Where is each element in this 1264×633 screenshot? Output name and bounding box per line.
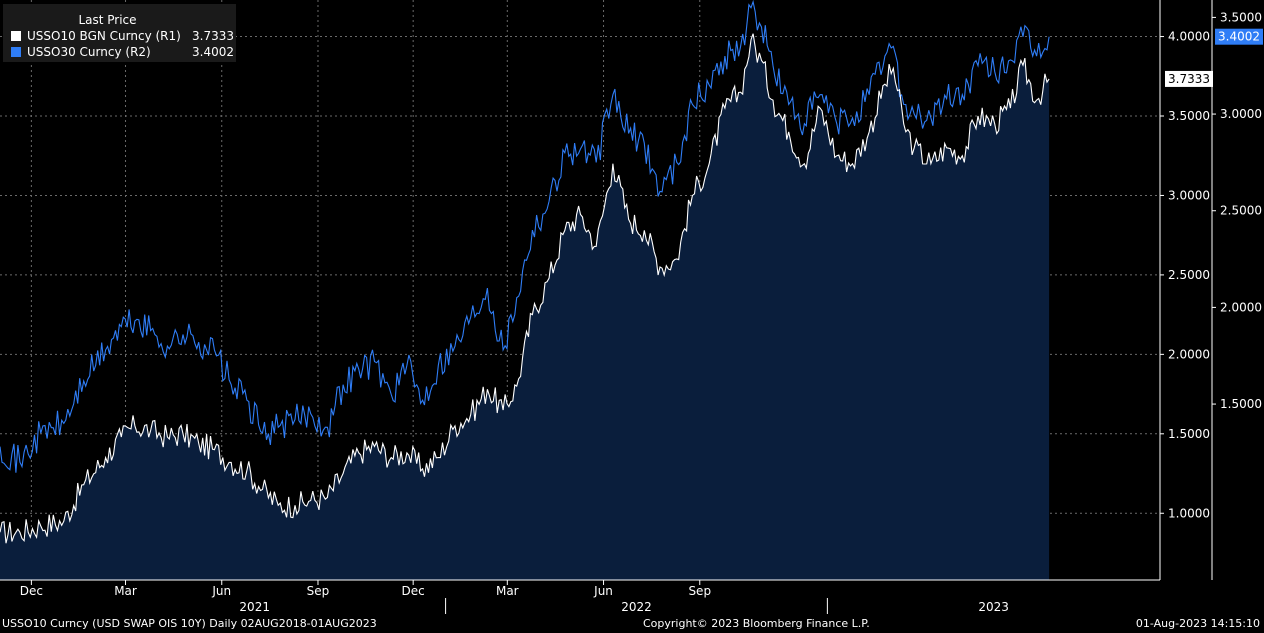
year-label-2021: 2021 <box>239 600 270 614</box>
r1-tick-label-1: 1.5000 <box>1168 427 1210 441</box>
legend: Last Price USSO10 BGN Curncy (R1) 3.7333… <box>3 4 236 62</box>
last-value-label-r2: 3.4002 <box>1218 30 1260 44</box>
right-axis-r1: 1.0000 1.5000 2.0000 2.5000 3.0000 3.5000 4.00… <box>1160 30 1210 520</box>
legend-value-usso30: 3.4002 <box>192 45 234 59</box>
x-axis-labels: MarJunSepDecMarJunSepDecMarJunSep2021202… <box>20 580 1009 614</box>
legend-swatch-usso30 <box>11 47 21 57</box>
year-label-2023: 2023 <box>978 600 1009 614</box>
legend-row-usso10: USSO10 BGN Curncy (R1) 3.7333 <box>3 28 236 44</box>
x-tick-label-3: Dec <box>20 584 43 598</box>
r2-tick-label-2: 2.5000 <box>1220 204 1262 218</box>
series-line-usso10 <box>0 33 1050 544</box>
series-line-usso30 <box>0 0 1050 473</box>
footer-timestamp: 01-Aug-2023 14:15:10 <box>1135 617 1260 630</box>
legend-axis-tag-usso10: (R1) <box>155 29 181 43</box>
legend-value-usso10: 3.7333 <box>192 29 234 43</box>
r2-tick-label-3: 3.0000 <box>1220 107 1262 121</box>
x-tick-label-6: Sep <box>307 584 330 598</box>
last-value-bg-r1 <box>1165 70 1213 87</box>
x-tick-label-10: Sep <box>688 584 711 598</box>
r2-tick-label-0: 1.5000 <box>1220 397 1262 411</box>
area-fill-usso10 <box>0 33 1050 580</box>
footer-copyright: Copyright© 2023 Bloomberg Finance L.P. <box>643 617 870 630</box>
legend-axis-tag-usso30: (R2) <box>125 45 151 59</box>
r1-tick-label-2: 2.0000 <box>1168 347 1210 361</box>
footer-security-description: USSO10 Curncy (USD SWAP OIS 10Y) Daily 0… <box>2 617 377 630</box>
r1-tick-label-4: 3.0000 <box>1168 188 1210 202</box>
right-axis-r2: 1.5000 2.0000 2.5000 3.0000 3.5000 <box>1212 10 1262 411</box>
year-label-2022: 2022 <box>621 600 652 614</box>
r1-tick-label-0: 1.0000 <box>1168 506 1210 520</box>
r1-tick-label-3: 2.5000 <box>1168 268 1210 282</box>
last-value-bg-r2 <box>1215 28 1263 45</box>
x-tick-label-9: Jun <box>593 584 613 598</box>
x-tick-label-7: Dec <box>402 584 425 598</box>
x-tick-label-8: Mar <box>496 584 519 598</box>
last-value-label-r1: 3.7333 <box>1168 72 1210 86</box>
legend-row-usso30: USSO30 Curncy (R2) 3.4002 <box>3 44 236 60</box>
r1-tick-label-6: 4.0000 <box>1168 30 1210 44</box>
last-value-labels: 3.7333 3.4002 <box>1165 28 1263 87</box>
legend-swatch-usso10 <box>11 31 21 41</box>
chart-area-fill <box>0 33 1050 580</box>
chart-series-lines <box>0 0 1050 544</box>
legend-name-usso30: USSO30 Curncy <box>27 45 122 59</box>
x-tick-label-4: Mar <box>114 584 137 598</box>
chart-axes <box>0 0 1213 581</box>
legend-name-usso10: USSO10 BGN Curncy <box>27 29 152 43</box>
r1-tick-label-5: 3.5000 <box>1168 109 1210 123</box>
x-tick-label-5: Jun <box>211 584 231 598</box>
legend-title: Last Price <box>78 13 137 27</box>
r2-tick-label-4: 3.5000 <box>1220 10 1262 24</box>
r2-tick-label-1: 2.0000 <box>1220 300 1262 314</box>
